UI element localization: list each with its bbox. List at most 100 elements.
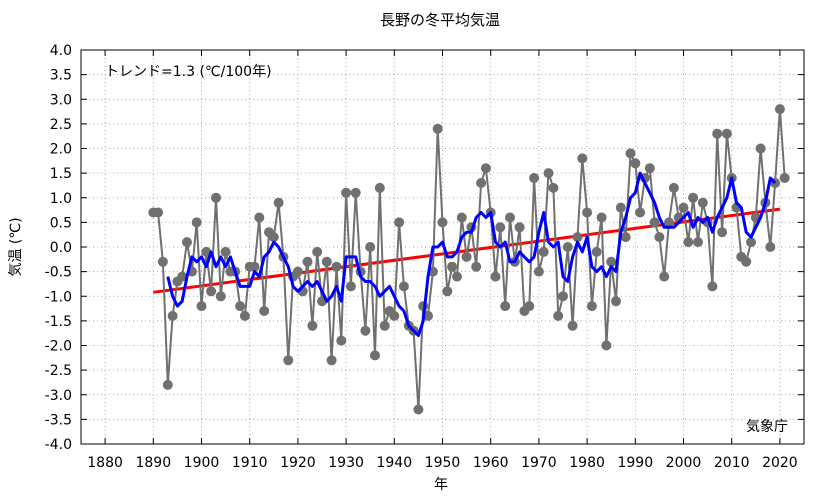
annual-point — [360, 325, 371, 336]
annual-point — [456, 212, 467, 223]
annual-point — [331, 261, 342, 272]
annual-point — [341, 187, 352, 198]
annual-point — [307, 320, 318, 331]
annual-point — [490, 271, 501, 282]
annual-point — [533, 266, 544, 277]
annual-point — [162, 379, 173, 390]
x-axis-ticks: 1880 1890 1900 1910 1920 1930 1940 1950 1960 1970… — [87, 50, 798, 471]
annual-point — [567, 320, 578, 331]
chart-title: 長野の冬平均気温 — [380, 11, 500, 29]
annual-point — [389, 310, 400, 321]
y-tick-label: -3.0 — [45, 388, 72, 404]
y-tick-label: -4.0 — [45, 437, 72, 453]
annual-point — [548, 182, 559, 193]
y-tick-label: 0.0 — [50, 240, 72, 256]
annual-point — [543, 168, 554, 179]
annual-point — [596, 212, 607, 223]
annual-point — [268, 232, 279, 243]
annual-point — [461, 251, 472, 262]
annual-point — [447, 261, 458, 272]
annual-point — [505, 212, 515, 223]
annual-point — [321, 256, 332, 267]
x-tick-label: 1990 — [617, 455, 653, 471]
y-tick-label: -0.5 — [45, 265, 72, 281]
annual-point — [712, 128, 723, 139]
annual-point — [664, 217, 674, 228]
annual-point — [476, 178, 487, 188]
annual-point — [615, 202, 626, 213]
annual-point — [182, 237, 192, 248]
annual-point — [326, 355, 337, 366]
annual-point — [644, 163, 655, 174]
annual-point — [452, 271, 462, 282]
annual-point — [292, 266, 303, 277]
annual-point — [606, 256, 617, 267]
annual-point — [529, 173, 540, 183]
grid — [81, 50, 804, 444]
annual-point — [471, 261, 482, 272]
y-tick-label: 3.5 — [50, 68, 72, 84]
y-tick-label: 4.0 — [50, 43, 72, 59]
annual-point — [688, 192, 699, 203]
annual-point — [157, 256, 168, 267]
y-axis-ticks: -4.0 -3.5 -3.0 -2.5 -2.0 -1.5 -1.0 -0.5 0.0 0.5 1.… — [45, 43, 804, 453]
annual-point — [442, 286, 453, 297]
x-tick-label: 1910 — [232, 455, 268, 471]
annual-point — [191, 217, 202, 228]
x-tick-label: 2010 — [714, 455, 750, 471]
annual-point — [254, 212, 265, 223]
annual-point — [635, 207, 646, 218]
annual-point — [220, 246, 231, 257]
x-tick-label: 1970 — [521, 455, 557, 471]
annual-point — [379, 320, 390, 331]
annual-point — [659, 271, 670, 282]
trend-annotation: トレンド=1.3 (℃/100年) — [105, 64, 272, 80]
annual-point — [693, 237, 703, 248]
annual-point — [177, 271, 188, 282]
annual-point — [273, 197, 284, 208]
annual-point — [707, 281, 718, 292]
plot-frame — [80, 49, 805, 445]
annual-point — [562, 242, 573, 252]
annual-point — [630, 158, 641, 169]
x-tick-label: 1940 — [376, 455, 412, 471]
annual-point — [394, 217, 405, 228]
annual-point — [211, 192, 221, 203]
annual-point — [167, 310, 178, 321]
annual-point — [553, 310, 564, 321]
annual-point — [755, 143, 766, 154]
annual-point — [249, 261, 260, 272]
annual-point — [312, 246, 323, 257]
annual-point — [591, 246, 602, 257]
x-tick-label: 1900 — [184, 455, 220, 471]
annual-point — [649, 217, 660, 228]
y-tick-label: 1.5 — [50, 166, 72, 182]
annual-point — [365, 242, 376, 252]
annual-series — [148, 104, 790, 415]
x-tick-label: 1980 — [569, 455, 605, 471]
annual-point — [586, 301, 597, 312]
annual-point — [153, 207, 164, 218]
y-tick-label: -3.5 — [45, 412, 72, 428]
y-tick-label: -1.5 — [45, 314, 72, 330]
annual-point — [524, 301, 535, 312]
y-tick-label: -2.5 — [45, 363, 72, 379]
annual-point — [480, 163, 491, 174]
annual-point — [558, 291, 568, 302]
annual-point — [717, 227, 728, 238]
x-tick-label: 1880 — [87, 455, 123, 471]
annual-point — [668, 182, 679, 193]
annual-point — [572, 232, 583, 243]
x-tick-label: 1930 — [328, 455, 364, 471]
annual-point — [601, 340, 612, 351]
y-tick-label: -1.0 — [45, 289, 72, 305]
y-tick-label: 2.5 — [50, 117, 72, 133]
annual-point — [215, 291, 226, 302]
annual-point — [259, 306, 270, 316]
annual-point — [779, 173, 790, 183]
annual-point — [625, 148, 636, 159]
annual-point — [239, 310, 250, 321]
annual-point — [721, 128, 732, 139]
running-mean-line — [166, 171, 777, 338]
